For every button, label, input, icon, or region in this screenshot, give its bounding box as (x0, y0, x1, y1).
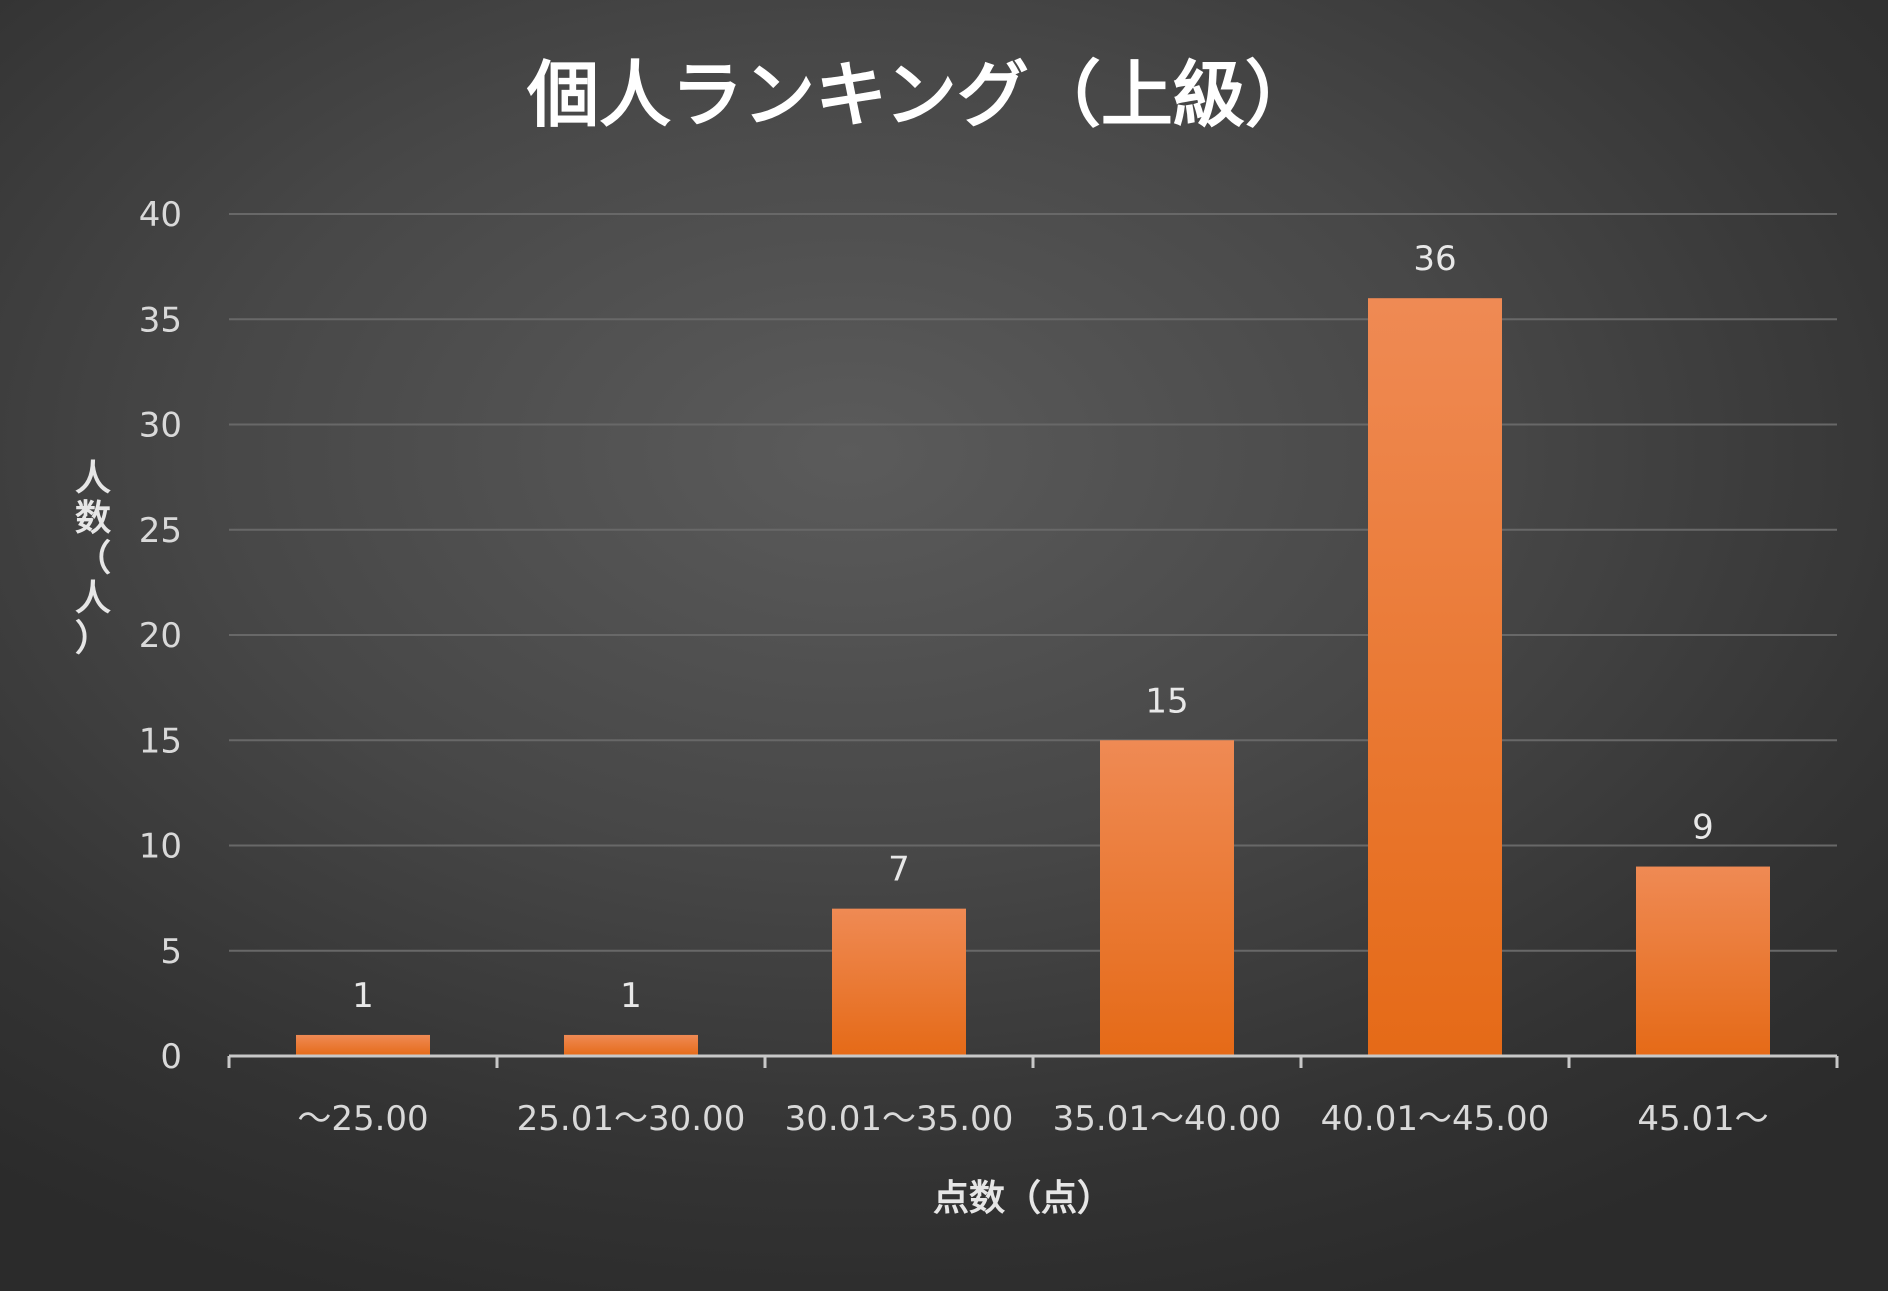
y-tick-label: 10 (139, 827, 182, 867)
y-tick-label: 0 (160, 1037, 182, 1077)
y-tick-labels: 0 5 10 15 20 25 30 35 40 (139, 195, 182, 1077)
bar (832, 908, 966, 1056)
bar (296, 1034, 430, 1056)
y-tick-label: 35 (139, 300, 182, 340)
data-label: 1 (620, 976, 642, 1016)
bar (1100, 740, 1234, 1056)
data-label: 7 (888, 850, 910, 890)
x-axis-title: 点数（点） (933, 1178, 1113, 1219)
y-tick-label: 30 (139, 406, 182, 446)
data-labels: 1 1 7 15 36 9 (352, 239, 1714, 1016)
bar (1368, 298, 1502, 1056)
bar (564, 1034, 698, 1056)
y-tick-label: 40 (139, 195, 182, 235)
x-tick-label: 45.01～ (1637, 1099, 1768, 1139)
x-tick-label: 35.01～40.00 (1053, 1099, 1282, 1139)
y-tick-label: 15 (139, 721, 182, 761)
bars (296, 298, 1770, 1056)
x-tick-label: 40.01～45.00 (1321, 1099, 1550, 1139)
x-tick-label: 30.01～35.00 (785, 1099, 1014, 1139)
y-tick-label: 5 (160, 932, 182, 972)
x-tick-label: 25.01～30.00 (517, 1099, 746, 1139)
x-tick-label: ～25.00 (297, 1099, 428, 1139)
chart-title: 個人ランキング（上級） (526, 53, 1317, 137)
x-axis (227, 1054, 1839, 1068)
y-axis-title: 人数（人） (75, 458, 111, 659)
data-label: 15 (1145, 681, 1188, 721)
y-tick-label: 25 (139, 511, 182, 551)
y-tick-label: 20 (139, 616, 182, 656)
bar (1636, 866, 1770, 1056)
data-label: 9 (1692, 808, 1714, 848)
x-tick-labels: ～25.00 25.01～30.00 30.01～35.00 35.01～40.00 4… (297, 1099, 1768, 1139)
data-label: 1 (352, 976, 374, 1016)
data-label: 36 (1413, 239, 1456, 279)
gridlines (229, 213, 1837, 952)
